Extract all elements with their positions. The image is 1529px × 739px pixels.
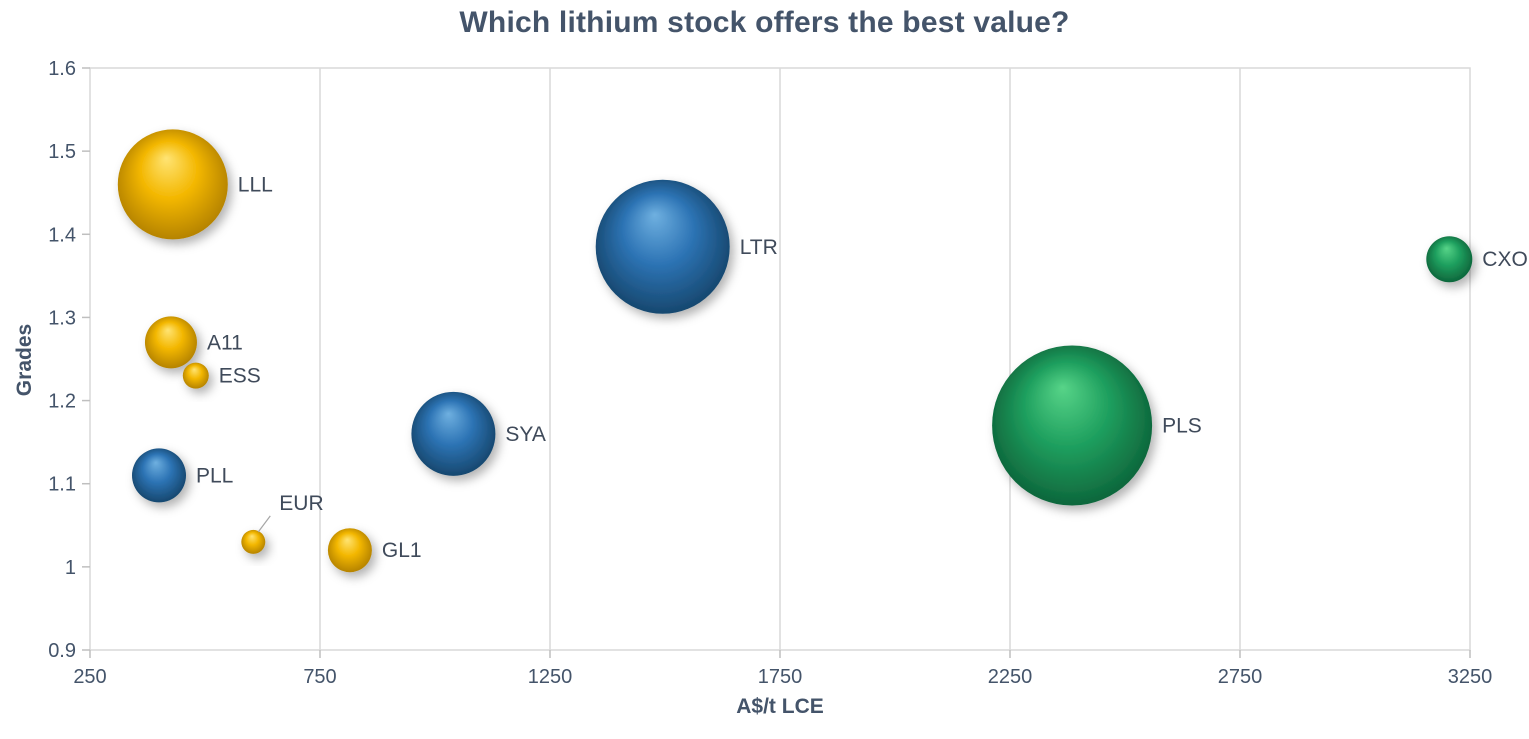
bubble-CXO [1426,236,1473,283]
bubble-label-PLS: PLS [1162,415,1202,438]
x-tick-label: 750 [303,666,336,688]
y-tick-label: 1.1 [48,474,76,496]
bubble-LTR [595,179,730,314]
bubble-label-A11: A11 [207,331,243,354]
x-tick-label: 2250 [988,666,1033,688]
bubble-label-PLL: PLL [196,464,233,487]
y-tick-label: 1.4 [48,224,76,246]
bubble-PLL [132,448,186,503]
bubble-label-EUR: EUR [279,492,323,515]
bubble-label-CXO: CXO [1482,248,1528,271]
y-axis-title: Grades [13,323,36,397]
y-tick-label: 1.6 [48,58,76,80]
y-tick-label: 1.3 [48,307,76,329]
bubble-SYA [411,391,496,476]
y-tick-label: 1.5 [48,141,76,163]
y-tick-label: 0.9 [48,640,76,662]
x-tick-label: 3250 [1448,666,1493,688]
x-axis-title: A$/t LCE [736,695,824,718]
x-tick-label: 1750 [758,666,803,688]
bubble-PLS [992,345,1153,506]
bubble-A11 [144,316,197,369]
bubble-label-LTR: LTR [740,236,778,259]
x-tick-label: 250 [73,666,106,688]
bubble-EUR [241,529,266,554]
bubble-label-LLL: LLL [238,173,273,196]
x-tick-label: 1250 [528,666,573,688]
bubble-label-SYA: SYA [505,423,545,446]
leader-line-EUR [257,515,271,533]
bubble-ESS [182,362,209,389]
x-tick-label: 2750 [1218,666,1263,688]
chart-title: Which lithium stock offers the best valu… [459,6,1070,39]
y-tick-label: 1.2 [48,391,76,413]
bubble-label-ESS: ESS [219,365,261,388]
bubble-GL1 [327,528,372,573]
bubble-LLL [117,129,228,240]
bubble-label-GL1: GL1 [382,539,422,562]
y-tick-label: 1 [65,557,76,579]
